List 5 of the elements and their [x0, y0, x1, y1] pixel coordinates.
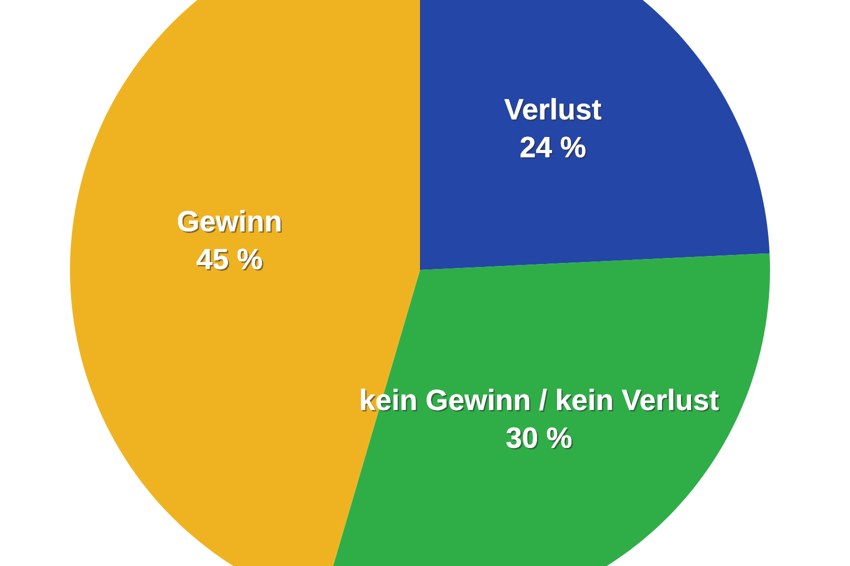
slice-label: Gewinn — [178, 210, 282, 233]
data-label: 24 % — [520, 136, 587, 159]
data-label: 45 % — [196, 248, 264, 271]
slice-label: Verlust — [504, 98, 603, 122]
data-label: 30 % — [506, 427, 573, 450]
